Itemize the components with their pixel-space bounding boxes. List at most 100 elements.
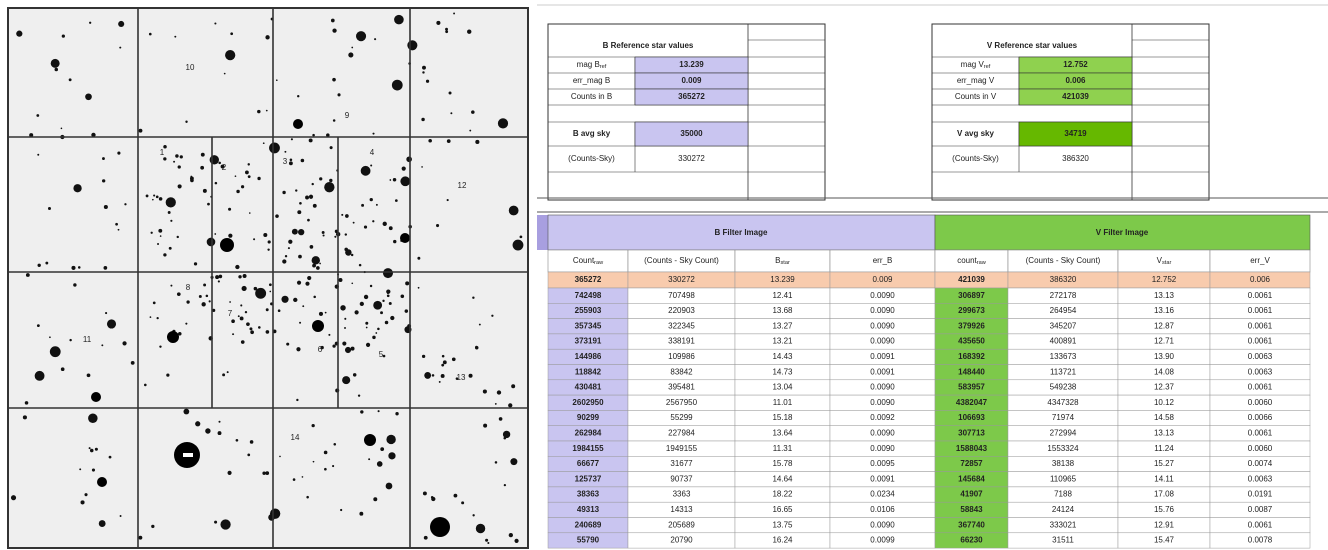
cell-text: 272994 [1050, 428, 1077, 437]
star [300, 158, 305, 163]
star [342, 341, 347, 346]
star [350, 253, 354, 257]
star [344, 233, 348, 236]
star [313, 295, 316, 299]
star [218, 161, 221, 165]
star [265, 330, 270, 334]
ref-value: 0.006 [1065, 76, 1086, 85]
cell-text: 15.76 [1154, 505, 1175, 514]
region-label: 14 [291, 433, 300, 442]
star [29, 133, 34, 138]
counts-sky-value: 330272 [678, 154, 705, 163]
cell-text: 66230 [960, 536, 983, 545]
cell-text: 2567950 [666, 398, 698, 407]
star [369, 197, 373, 202]
star [422, 491, 427, 496]
cell-text: 0.0061 [1248, 321, 1273, 330]
cell-text: 421039 [958, 275, 985, 284]
star [380, 311, 383, 315]
star [483, 423, 488, 428]
column-header: err_B [873, 256, 893, 265]
star [105, 311, 108, 315]
cell-text: 307713 [958, 428, 985, 437]
star [376, 461, 383, 467]
star [225, 49, 236, 61]
cell-text: 13.64 [772, 428, 793, 437]
star [302, 305, 305, 308]
star [130, 361, 135, 365]
stars [10, 12, 524, 545]
star [163, 157, 167, 161]
star [482, 389, 487, 394]
ref-value: 12.752 [1063, 60, 1088, 69]
star [514, 538, 519, 543]
cell-text: 14.08 [1154, 367, 1175, 376]
cell-text: 49313 [577, 505, 600, 514]
star [351, 46, 354, 49]
star [423, 535, 428, 540]
cell-text: 0.0090 [870, 291, 895, 300]
cell-text: 583957 [958, 383, 985, 392]
cell-text: 13.16 [1154, 306, 1175, 315]
star [417, 256, 421, 260]
star [442, 360, 447, 365]
star [178, 332, 182, 336]
star [286, 342, 290, 346]
star [205, 428, 211, 434]
ref-title: B Reference star values [603, 41, 694, 50]
star [510, 458, 518, 466]
star [222, 373, 226, 377]
star [84, 493, 88, 497]
avg-sky-label: B avg sky [573, 129, 611, 138]
column-header: err_V [1250, 256, 1270, 265]
cell-text: 0.0090 [870, 428, 895, 437]
star [344, 317, 347, 320]
region-label: 2 [222, 163, 227, 172]
star [201, 302, 206, 307]
star [375, 203, 378, 206]
star [167, 211, 171, 214]
star [344, 247, 349, 252]
star [356, 31, 367, 42]
star [275, 79, 278, 82]
cell-text: 90299 [577, 413, 600, 422]
star [230, 32, 234, 36]
star [240, 340, 245, 344]
star [77, 266, 81, 269]
star [388, 226, 393, 231]
star [382, 268, 393, 279]
star [511, 384, 516, 389]
star [354, 310, 359, 315]
star [436, 20, 441, 25]
star [326, 133, 330, 137]
star [22, 415, 27, 420]
cell-text: 12.37 [1154, 383, 1175, 392]
star [431, 374, 435, 377]
star [258, 326, 261, 329]
cell-text: 10.12 [1154, 398, 1175, 407]
star [297, 210, 302, 215]
cell-text: 24124 [1052, 505, 1075, 514]
star [401, 166, 406, 171]
cell-text: 11.31 [773, 444, 793, 453]
cell-text: 0.0063 [1248, 352, 1273, 361]
star [212, 308, 216, 312]
star [299, 201, 302, 205]
star [232, 333, 235, 336]
star [245, 170, 249, 175]
row-stub [537, 215, 548, 250]
star [446, 139, 451, 143]
cell-text: 1949155 [666, 444, 698, 453]
star [503, 484, 507, 487]
star [316, 266, 320, 270]
star [115, 222, 118, 226]
cell-text: 0.0191 [1248, 490, 1273, 499]
cell-text: 330272 [668, 275, 695, 284]
star [241, 285, 247, 292]
star [203, 283, 207, 287]
star [357, 394, 361, 397]
cell-text: 148440 [958, 367, 985, 376]
star [306, 495, 309, 499]
region-label: 4 [370, 148, 375, 157]
star [329, 178, 333, 183]
